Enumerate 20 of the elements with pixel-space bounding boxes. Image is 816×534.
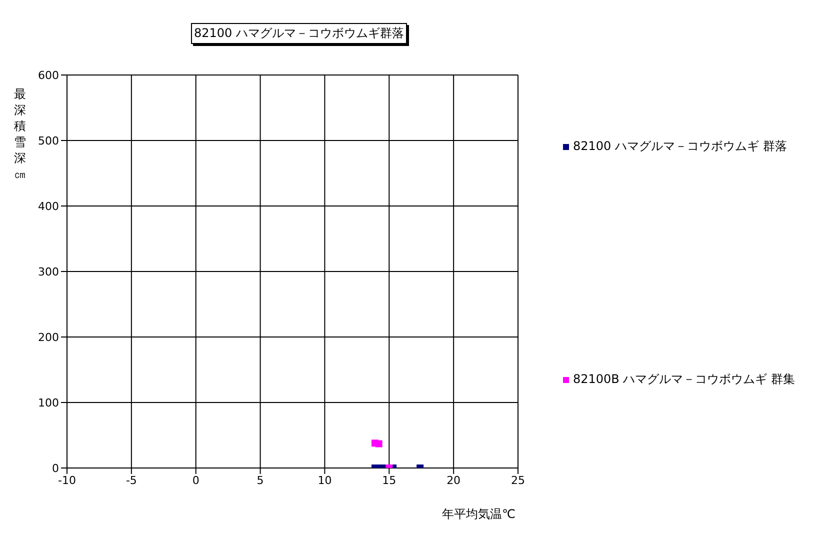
y-tick-label: 0 [52,462,59,475]
chart-title: 82100 ハマグルマ－コウボウムギ群落 [191,23,407,44]
x-tick-label: 20 [446,474,461,487]
x-tick-label: 15 [382,474,396,487]
y-tick-label: 100 [38,396,59,410]
x-tick-label: 5 [256,474,264,487]
x-tick-label: 0 [192,474,200,487]
x-tick-label: -10 [58,474,76,487]
y-tick-label: 600 [38,68,59,82]
x-tick-label: -5 [126,474,137,487]
legend-label: 82100 ハマグルマ－コウボウムギ 群落 [573,138,787,155]
x-axis-title: 年平均気温℃ [442,506,516,523]
x-tick-label: 10 [318,474,332,487]
y-tick-label: 200 [38,330,59,344]
y-tick-label: 400 [38,200,59,213]
y-axis-title: 最深積雪深㎝ [13,86,27,182]
legend-label: 82100B ハマグルマ－コウボウムギ 群集 [573,371,796,388]
y-tick-label: 300 [38,265,59,278]
x-tick-label: 25 [511,474,525,487]
y-tick-label: 500 [38,134,59,148]
